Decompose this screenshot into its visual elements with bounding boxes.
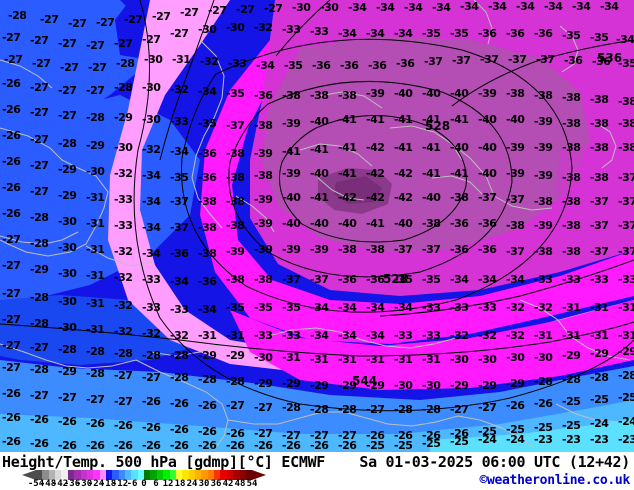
colorbar-swatch: [220, 470, 227, 480]
colorbar-swatch: [86, 470, 94, 480]
map-footer: Height/Temp. 500 hPa [gdmp][°C] ECMWF Sa…: [0, 452, 634, 490]
colorbar-swatch: [245, 470, 253, 480]
colorbar-tick: -12: [111, 479, 129, 489]
colorbar-swatch: [131, 470, 138, 480]
colorbar-swatch: [36, 470, 43, 480]
coastline-layer: [0, 0, 631, 451]
colorbar-tick: 0: [141, 479, 147, 489]
height-contour-528: [279, 115, 467, 243]
colorbar-swatch: [93, 470, 100, 480]
colorbar-tick: 48: [234, 479, 246, 489]
height-contour-right-lower: [379, 259, 634, 317]
height-contour-532: [228, 80, 513, 278]
map-title: Height/Temp. 500 hPa [gdmp][°C] ECMWF: [2, 453, 326, 471]
colorbar-swatch: [61, 470, 68, 480]
colorbar-swatch: [105, 470, 113, 480]
colorbar-tick: 30: [198, 479, 210, 489]
colorbar-swatch: [175, 470, 183, 480]
weatheronline-credit-link[interactable]: ©weatheronline.co.uk: [479, 473, 630, 488]
weather-map-canvas[interactable]: -28 -27 -27 -27 -27 -27 -27 -27 -27 -27 -30 -30 -34-…: [0, 0, 634, 452]
height-contour-topshort: [275, 0, 331, 57]
colorbar-tick: 42: [222, 479, 234, 489]
colorbar-swatch: [74, 470, 81, 480]
colorbar-tick: 12: [162, 479, 174, 489]
colorbar-tick: -24: [87, 479, 105, 489]
colorbar-swatches: [36, 470, 253, 480]
colorbar-swatch: [194, 470, 202, 480]
colorbar-left-arrow: [22, 470, 36, 480]
colorbar-tick: -36: [63, 479, 81, 489]
colorbar-tick: 36: [210, 479, 222, 489]
height-contour-536: [181, 38, 573, 313]
height-contour-544: [0, 321, 634, 357]
colorbar-swatch: [48, 470, 56, 480]
colorbar-swatch: [112, 470, 119, 480]
colorbar-tick: -54: [27, 479, 45, 489]
colorbar-swatch: [99, 470, 106, 480]
colorbar-tick-labels: -54 -48 -42 -36 -30 -24 -18 -12 -6 0 6 12 18 24 30 36 42…: [22, 480, 266, 490]
colorbar-swatch: [125, 470, 132, 480]
colorbar-swatch: [150, 470, 157, 480]
colorbar-swatch: [201, 470, 208, 480]
colorbar-swatch: [226, 470, 234, 480]
colorbar-swatch: [233, 470, 240, 480]
colorbar-swatch: [80, 470, 87, 480]
colorbar-swatch: [137, 470, 145, 480]
colorbar-swatch: [118, 470, 126, 480]
temp-band-m24-lower: [430, 418, 634, 452]
temp-band-m33-south: [230, 300, 634, 390]
temperature-colorbar[interactable]: [22, 470, 266, 480]
colorbar-tick: -48: [39, 479, 57, 489]
colorbar-swatch: [55, 470, 62, 480]
colorbar-swatch: [207, 470, 215, 480]
colorbar-swatch: [163, 470, 170, 480]
colorbar-tick: 18: [174, 479, 186, 489]
colorbar-swatch: [239, 470, 246, 480]
height-contour-layer: [0, 0, 634, 412]
colorbar-swatch: [169, 470, 176, 480]
colorbar-tick: -42: [51, 479, 69, 489]
colorbar-swatch: [67, 470, 75, 480]
colorbar-tick: -6: [126, 479, 138, 489]
colorbar-swatch: [188, 470, 195, 480]
colorbar-swatch: [214, 470, 221, 480]
height-contour-540: [133, 0, 634, 412]
valid-datetime: Sa 01-03-2025 06:00 UTC (12+42): [359, 453, 630, 471]
map-shading-layer: [0, 0, 634, 452]
colorbar-right-arrow: [252, 470, 266, 480]
colorbar-tick: 6: [153, 479, 159, 489]
colorbar-swatch: [182, 470, 189, 480]
colorbar-swatch: [144, 470, 151, 480]
colorbar-tick: -30: [75, 479, 93, 489]
colorbar-tick: -18: [99, 479, 117, 489]
height-contour-upperleft: [159, 0, 215, 161]
colorbar-tick: 24: [186, 479, 198, 489]
colorbar-swatch: [156, 470, 164, 480]
colorbar-swatch: [42, 470, 49, 480]
temp-band-right-lobe: [556, 140, 634, 250]
colorbar-tick: 54: [246, 479, 258, 489]
height-contour-536b: [451, 39, 634, 107]
